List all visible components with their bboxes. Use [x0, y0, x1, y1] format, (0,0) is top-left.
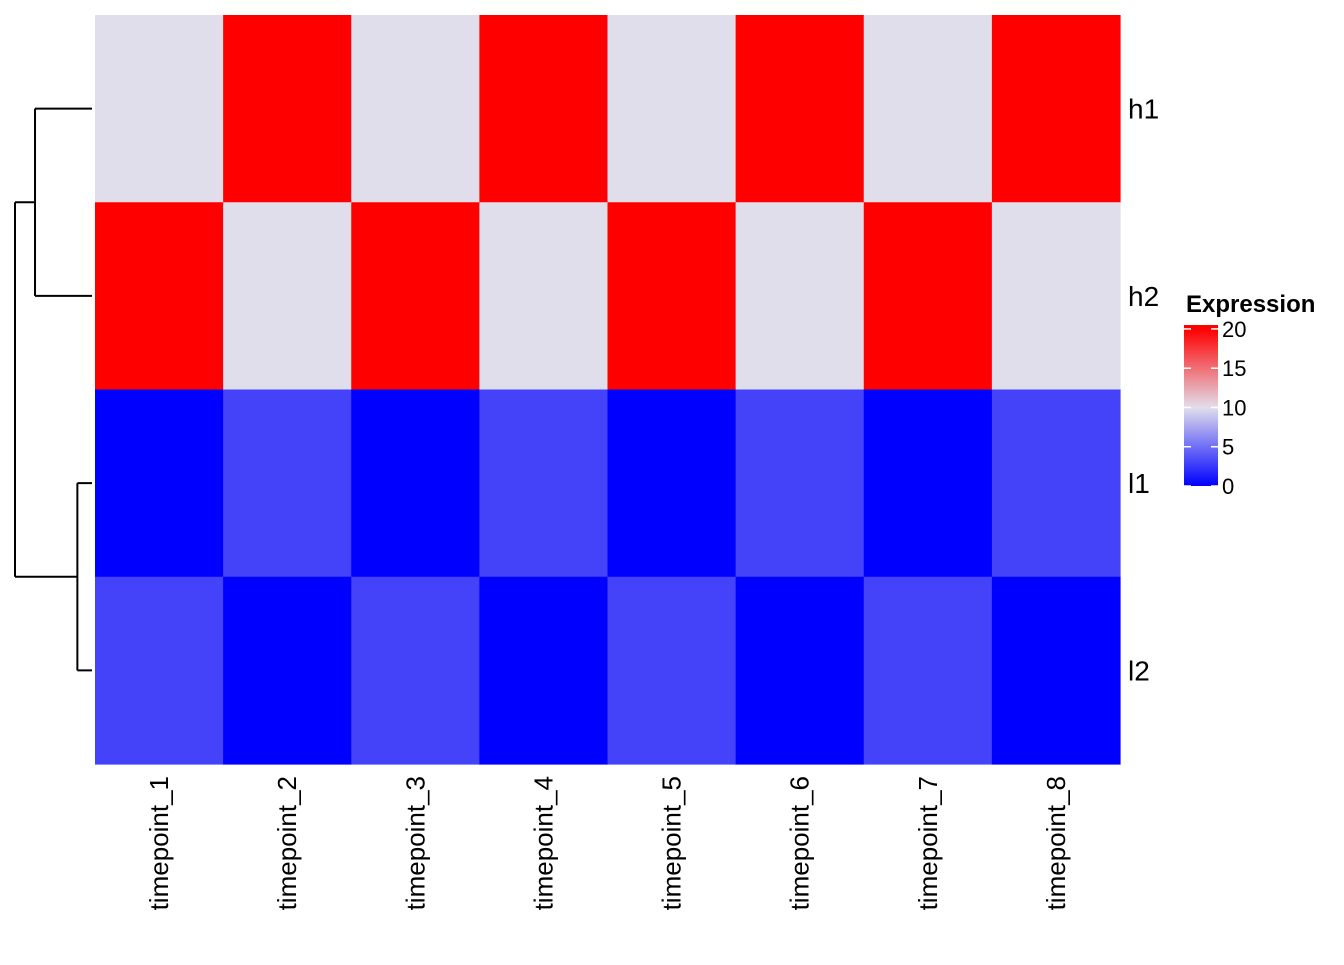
heatmap-cells [95, 15, 1121, 765]
heatmap-cell-l2-timepoint_6 [735, 576, 865, 765]
legend-tick-label-5: 5 [1222, 435, 1234, 460]
heatmap-cell-h2-timepoint_8 [991, 202, 1121, 391]
heatmap-cell-l1-timepoint_7 [863, 389, 993, 578]
heatmap-cell-h2-timepoint_7 [863, 202, 993, 391]
heatmap-cell-l2-timepoint_2 [223, 576, 352, 765]
heatmap-cell-l2-timepoint_1 [95, 576, 224, 765]
column-label-timepoint_6: timepoint_6 [785, 776, 815, 910]
heatmap-cell-h2-timepoint_5 [607, 202, 737, 391]
row-label-h2: h2 [1128, 281, 1159, 312]
column-label-timepoint_3: timepoint_3 [400, 776, 430, 910]
heatmap-cell-l2-timepoint_3 [351, 576, 480, 765]
heatmap-cell-l2-timepoint_5 [607, 576, 737, 765]
color-legend: Expression 0 5 10 15 20 [1184, 291, 1315, 499]
heatmap-cell-h1-timepoint_6 [735, 15, 865, 203]
column-label-timepoint_5: timepoint_5 [657, 776, 687, 910]
heatmap-cell-l2-timepoint_4 [479, 576, 609, 765]
heatmap-cell-h2-timepoint_2 [223, 202, 352, 391]
heatmap-cell-l1-timepoint_8 [991, 389, 1121, 578]
heatmap-cell-h1-timepoint_1 [95, 15, 224, 203]
heatmap-cell-l1-timepoint_4 [479, 389, 609, 578]
legend-tick-label-20: 20 [1222, 317, 1246, 342]
heatmap-cell-l1-timepoint_2 [223, 389, 352, 578]
legend-color-bar [1184, 325, 1218, 486]
row-label-l2: l2 [1128, 655, 1150, 686]
heatmap-cell-l1-timepoint_5 [607, 389, 737, 578]
heatmap-cell-h2-timepoint_6 [735, 202, 865, 391]
column-label-timepoint_8: timepoint_8 [1041, 776, 1071, 910]
heatmap-cell-h1-timepoint_2 [223, 15, 352, 203]
heatmap-cell-h1-timepoint_5 [607, 15, 737, 203]
column-labels: timepoint_1 timepoint_2 timepoint_3 timepoi… [144, 776, 1071, 910]
legend-tick-label-15: 15 [1222, 356, 1246, 381]
column-label-timepoint_7: timepoint_7 [913, 776, 943, 910]
column-label-timepoint_2: timepoint_2 [272, 776, 302, 910]
heatmap-cell-h2-timepoint_3 [351, 202, 480, 391]
row-dendrogram [14, 107, 92, 672]
row-labels: h1 h2 l1 l2 [1128, 94, 1159, 687]
column-label-timepoint_1: timepoint_1 [144, 776, 174, 910]
heatmap-cell-l1-timepoint_1 [95, 389, 224, 578]
heatmap-cell-h1-timepoint_8 [991, 15, 1121, 203]
row-label-l1: l1 [1128, 468, 1150, 499]
heatmap-cell-h2-timepoint_4 [479, 202, 609, 391]
heatmap-cell-h1-timepoint_3 [351, 15, 480, 203]
heatmap-cell-l1-timepoint_3 [351, 389, 480, 578]
row-label-h1: h1 [1128, 94, 1159, 125]
heatmap-cell-l2-timepoint_8 [991, 576, 1121, 765]
heatmap-cell-h1-timepoint_4 [479, 15, 609, 203]
column-label-timepoint_4: timepoint_4 [528, 776, 558, 910]
heatmap-cell-h2-timepoint_1 [95, 202, 224, 391]
legend-tick-label-0: 0 [1222, 474, 1234, 499]
legend-tick-label-10: 10 [1222, 395, 1246, 420]
legend-title: Expression [1186, 291, 1315, 318]
heatmap-cell-h1-timepoint_7 [863, 15, 993, 203]
heatmap-cell-l1-timepoint_6 [735, 389, 865, 578]
heatmap-cell-l2-timepoint_7 [863, 576, 993, 765]
